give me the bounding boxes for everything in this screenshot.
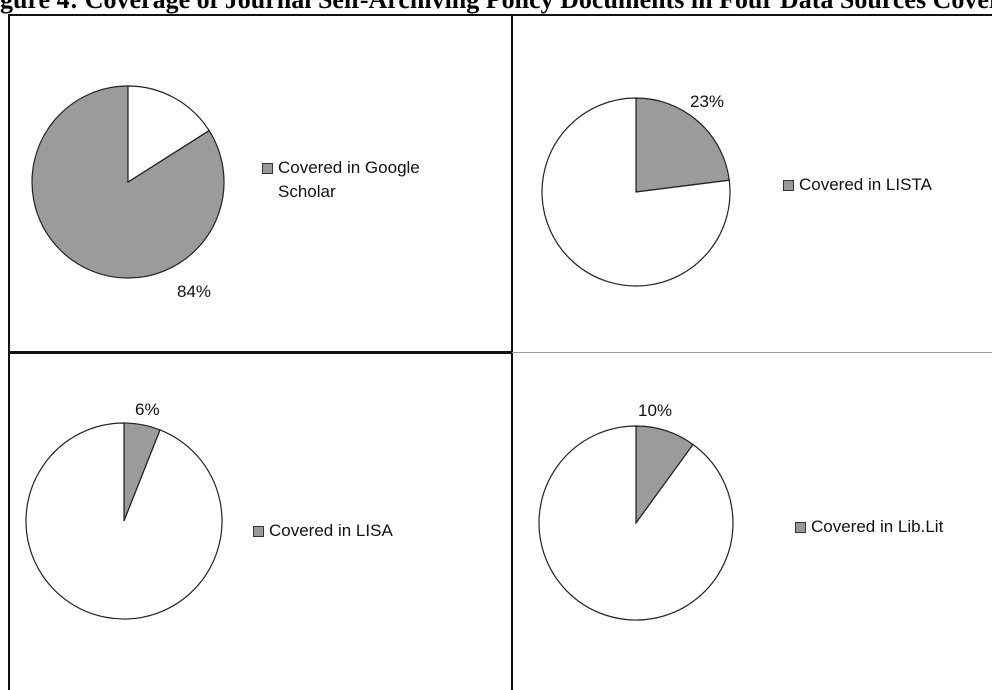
pie-chart-google-scholar bbox=[31, 85, 225, 279]
chart-grid: 84% Covered in Google Scholar 23% Covere… bbox=[8, 14, 992, 690]
frame-divider-horizontal-left bbox=[8, 351, 512, 354]
pie-slice-uncovered-lista bbox=[541, 97, 731, 287]
legend-label-liblit: Covered in Lib.Lit bbox=[811, 517, 944, 536]
pie-panel-lisa: 6% Covered in LISA bbox=[8, 352, 512, 690]
data-label-lista: 23% bbox=[690, 92, 725, 111]
legend-lisa: Covered in LISA bbox=[253, 519, 473, 543]
legend-swatch-lisa bbox=[253, 526, 264, 537]
pie-slice-uncovered-liblit bbox=[538, 425, 734, 621]
pie-panel-lista: 23% Covered in LISTA bbox=[512, 14, 992, 352]
pie-slice-uncovered-lisa bbox=[25, 422, 223, 620]
legend-label-lista: Covered in LISTA bbox=[799, 175, 932, 194]
pie-chart-lista bbox=[541, 97, 731, 287]
legend-swatch-google-scholar bbox=[262, 163, 273, 174]
legend-swatch-lista bbox=[783, 180, 794, 191]
pie-chart-liblit bbox=[538, 425, 734, 621]
legend-google-scholar: Covered in Google Scholar bbox=[262, 156, 477, 204]
legend-label-google-scholar: Covered in Google Scholar bbox=[278, 158, 420, 201]
pie-slice-uncovered-google-scholar bbox=[127, 85, 210, 184]
frame-border-top bbox=[8, 14, 992, 16]
pie-chart-lisa bbox=[25, 422, 223, 620]
legend-liblit: Covered in Lib.Lit bbox=[795, 515, 985, 539]
data-label-lisa: 6% bbox=[135, 400, 160, 419]
frame-divider-horizontal-right bbox=[512, 352, 992, 353]
legend-swatch-liblit bbox=[795, 522, 806, 533]
pie-panel-google-scholar: 84% Covered in Google Scholar bbox=[8, 14, 512, 352]
data-label-liblit: 10% bbox=[638, 401, 673, 420]
pie-slice-covered-google-scholar bbox=[31, 85, 225, 279]
pie-slice-covered-lista bbox=[635, 97, 730, 193]
pie-panel-liblit: 10% Covered in Lib.Lit bbox=[512, 352, 992, 690]
legend-lista: Covered in LISTA bbox=[783, 173, 983, 197]
data-label-google-scholar: 84% bbox=[177, 282, 212, 301]
figure-caption: gure 4: Coverage of Journal Self-Archivi… bbox=[0, 0, 992, 13]
legend-label-lisa: Covered in LISA bbox=[269, 521, 393, 540]
